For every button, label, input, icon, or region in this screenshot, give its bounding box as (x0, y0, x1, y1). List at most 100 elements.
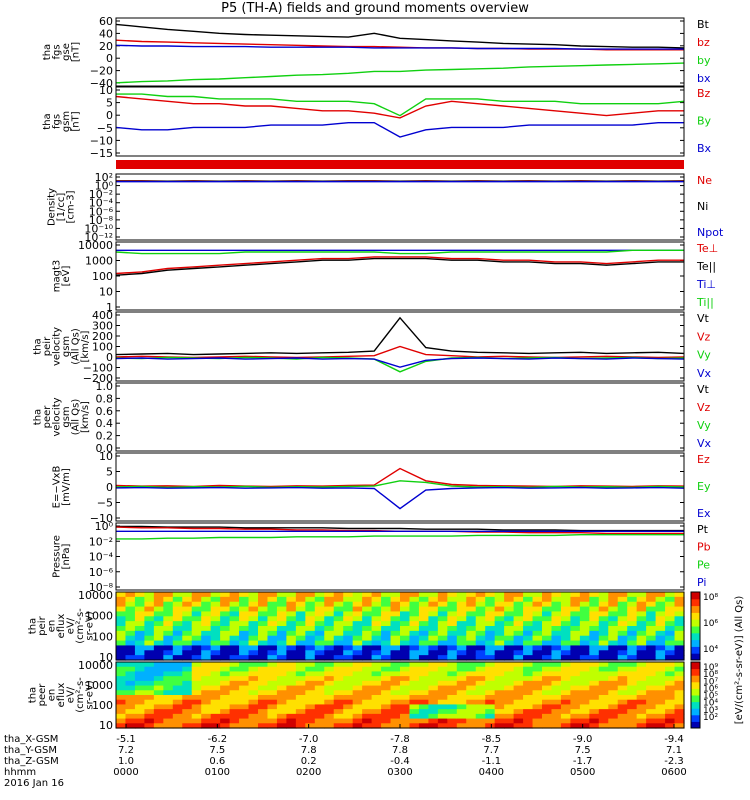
spectrogram-cell (286, 713, 297, 720)
spectrogram-cell (570, 596, 581, 603)
spectrogram-cell (617, 611, 628, 617)
spectrogram-cell (144, 630, 155, 637)
spectrogram-cell (447, 713, 458, 720)
spectrogram-cell (267, 601, 278, 608)
spectrogram-cell (191, 671, 202, 677)
y-axis-label: Density (47, 188, 58, 226)
spectrogram-cell (627, 606, 638, 613)
spectrogram-cell (239, 621, 250, 627)
spectrogram-cell (674, 713, 685, 720)
spectrogram-cell (134, 616, 145, 622)
spectrogram-cell (163, 718, 174, 724)
spectrogram-cell (305, 666, 316, 673)
spectrogram-cell (437, 645, 448, 651)
spectrogram-cell (220, 630, 231, 637)
spectrogram-cell (579, 699, 590, 706)
spectrogram-cell (182, 685, 193, 691)
y-axis-label: sr-eV) (85, 611, 96, 640)
spectrogram-cell (390, 666, 401, 673)
spectrogram-cell (276, 723, 287, 729)
spectrogram-cell (163, 666, 174, 673)
spectrogram-cell (191, 616, 202, 622)
spectrogram-cell (617, 709, 628, 715)
series-line-Ex (116, 486, 684, 510)
spectrogram-cell (116, 671, 127, 677)
spectrogram-cell (295, 690, 306, 696)
spectrogram-cell (570, 621, 581, 627)
spectrogram-cell (125, 713, 136, 720)
y-tick-label: 100 (92, 270, 113, 283)
spectrogram-cell (239, 709, 250, 715)
spectrogram-cell (229, 650, 240, 656)
spectrogram-cell (504, 718, 515, 724)
spectrogram-cell (579, 616, 590, 622)
spectrogram-cell (551, 713, 562, 720)
series-group (116, 249, 684, 276)
spectrogram-cell (494, 616, 505, 622)
legend-entry: Npot (697, 226, 724, 239)
spectrogram-cell (617, 650, 628, 656)
spectrogram-cell (191, 630, 202, 637)
legend-entry: Ni (697, 200, 708, 213)
spectrogram-cell (627, 709, 638, 715)
spectrogram-cell (437, 685, 448, 691)
y-tick-label: 10⁰ (95, 520, 114, 533)
spectrogram-cell (314, 699, 325, 706)
spectrogram-cell (636, 709, 647, 715)
spectrogram-cell (494, 680, 505, 687)
spectrogram-cell (428, 616, 439, 622)
spectrogram-cell (579, 630, 590, 637)
spectrogram-cell (314, 671, 325, 677)
spectrogram-cell (276, 626, 287, 632)
y-axis-label: [mV/m] (61, 468, 72, 506)
spectrogram-cell (627, 704, 638, 710)
spectrogram-cell (646, 662, 657, 668)
spectrogram-cell (589, 680, 600, 687)
series-group (116, 180, 684, 183)
spectrogram-cell (542, 596, 553, 603)
spectrogram-cell (390, 699, 401, 706)
spectrogram-cell (674, 685, 685, 691)
spectrogram-cell (362, 596, 373, 603)
series-line-Vt (116, 316, 684, 356)
y-tick-label: 10 (99, 286, 113, 299)
spectrogram-cell (532, 699, 543, 706)
x-row-label: tha_X-GSM (4, 734, 58, 745)
spectrogram-cell (144, 713, 155, 720)
spectrogram-cell (589, 723, 600, 729)
spectrogram-cell (153, 621, 164, 627)
spectrogram-cell (276, 650, 287, 656)
spectrogram-cell (466, 645, 477, 651)
spectrogram-cell (343, 655, 354, 661)
spectrogram-cell (532, 645, 543, 651)
spectrogram-cell (608, 621, 619, 627)
spectrogram-cell (437, 699, 448, 706)
spectrogram-cell (153, 616, 164, 622)
spectrogram-cell (220, 676, 231, 682)
spectrogram-cell (153, 630, 164, 637)
spectrogram-cell (523, 723, 534, 729)
spectrogram-cell (182, 676, 193, 682)
spectrogram-cell (665, 709, 676, 715)
spectrogram-cell (182, 704, 193, 710)
spectrogram-cell (655, 680, 666, 687)
spectrogram-cell (570, 680, 581, 687)
spectrogram-cell (153, 690, 164, 696)
y-axis-label: gsm (61, 111, 72, 132)
spectrogram-cell (494, 713, 505, 720)
spectrogram-cell (248, 709, 259, 715)
spectrogram-cell (560, 704, 571, 710)
spectrogram-cell (617, 718, 628, 724)
spectrogram-cell (456, 635, 467, 642)
spectrogram-cell (608, 616, 619, 622)
y-tick-label: 1 (106, 301, 113, 314)
colorbar-swatch (691, 675, 700, 683)
spectrogram-cell (447, 709, 458, 715)
spectrogram-cell (295, 723, 306, 729)
spectrogram-cell (371, 650, 382, 656)
spectrogram-cell (239, 616, 250, 622)
spectrogram-cell (324, 680, 335, 687)
spectrogram-cell (286, 685, 297, 691)
spectrogram-cell (286, 601, 297, 608)
spectrogram-cell (598, 650, 609, 656)
